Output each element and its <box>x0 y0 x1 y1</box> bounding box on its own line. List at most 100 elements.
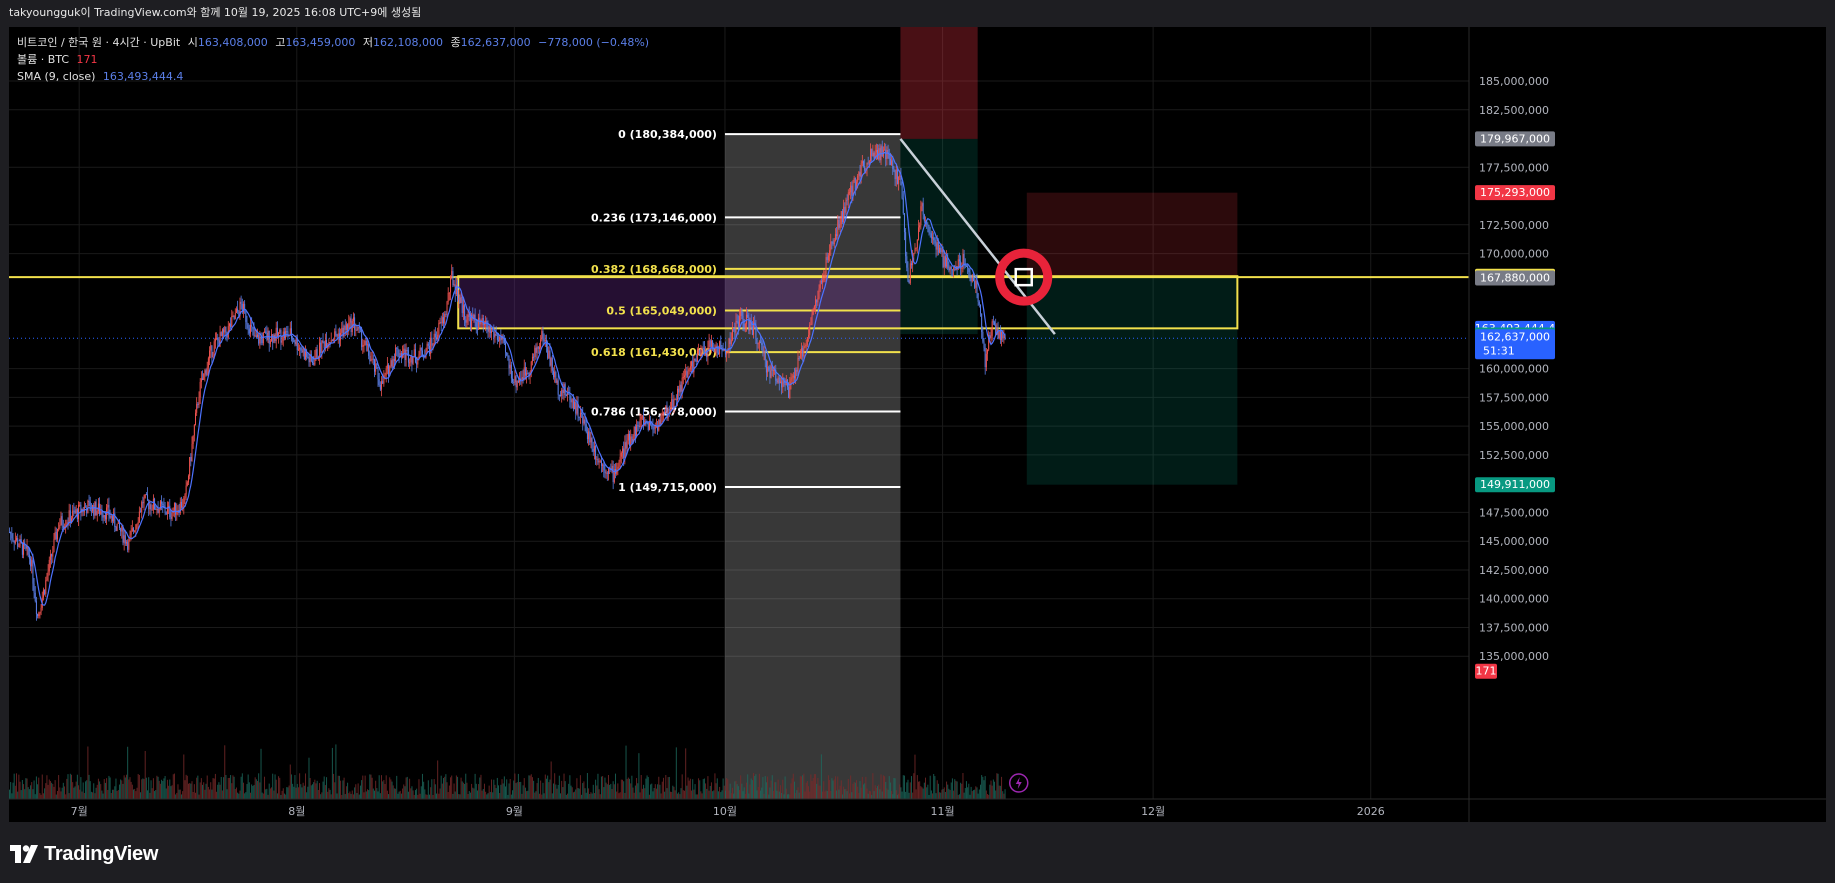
candle-body <box>324 340 326 349</box>
candle-body <box>111 516 113 522</box>
candle-body <box>950 266 952 270</box>
volume-bar <box>859 781 861 799</box>
volume-bar <box>665 775 667 799</box>
volume-bar <box>561 780 563 799</box>
candle-body <box>618 461 620 467</box>
volume-bar <box>51 782 53 799</box>
candle-body <box>175 502 177 515</box>
candle-body <box>176 510 178 515</box>
volume-bar <box>420 786 422 799</box>
volume-bar <box>333 773 335 799</box>
candle-body <box>136 524 138 526</box>
volume-bar <box>198 794 200 799</box>
volume-bar <box>547 775 549 799</box>
volume-bar <box>882 775 884 799</box>
candle-body <box>418 354 420 360</box>
volume-bar <box>313 782 315 799</box>
screenshot-caption-bar: takyoungguk이 TradingView.com와 함께 10월 19,… <box>0 0 1835 26</box>
candle-body <box>901 185 903 199</box>
volume-bar <box>13 773 15 799</box>
volume-bar <box>789 794 791 799</box>
volume-bar <box>936 780 938 799</box>
volume-bar <box>805 782 807 799</box>
volume-bar <box>150 780 152 799</box>
volume-bar <box>694 784 696 799</box>
candle-body <box>870 148 872 161</box>
candle-body <box>31 560 33 567</box>
volume-bar <box>701 793 703 799</box>
candle-body <box>817 298 819 303</box>
candle-body <box>506 352 508 356</box>
candle-body <box>749 320 751 331</box>
volume-label: 볼륨 · BTC <box>17 53 70 66</box>
volume-bar <box>259 782 261 799</box>
candle-body <box>233 315 235 319</box>
volume-bar <box>450 777 452 799</box>
volume-bar <box>372 788 374 799</box>
candle-body <box>295 338 297 345</box>
volume-bar <box>185 774 187 799</box>
candle-body <box>133 528 135 532</box>
volume-bar <box>558 775 560 799</box>
volume-row[interactable]: 볼륨 · BTC 171 <box>17 51 649 68</box>
volume-bar <box>128 779 130 799</box>
volume-bar <box>569 775 571 799</box>
candle-body <box>471 314 473 328</box>
volume-bar <box>475 783 477 799</box>
candle-body <box>520 378 522 381</box>
candle-body <box>290 328 292 339</box>
candle-body <box>376 363 378 369</box>
candle-body <box>932 237 934 239</box>
candle-body <box>776 380 778 383</box>
change-value: −778,000 (−0.48%) <box>538 36 650 49</box>
candle-body <box>679 384 681 393</box>
candle-body <box>734 328 736 333</box>
volume-bar <box>12 782 14 799</box>
candle-body <box>666 405 668 419</box>
candle-body <box>382 381 384 384</box>
volume-bar <box>872 773 874 799</box>
volume-bar <box>97 778 99 799</box>
volume-bar <box>664 791 666 799</box>
candle-body <box>207 358 209 368</box>
candle-body <box>795 370 797 379</box>
candle-body <box>363 344 365 346</box>
volume-bar <box>96 784 98 799</box>
candle-body <box>622 448 624 453</box>
candle-body <box>323 341 325 349</box>
volume-bar <box>588 788 590 799</box>
candle-body <box>316 349 318 359</box>
candle-body <box>159 501 161 509</box>
volume-bar <box>715 783 717 799</box>
candle-body <box>292 338 294 340</box>
volume-bar <box>970 786 972 799</box>
candle-body <box>797 357 799 372</box>
volume-bar <box>63 786 65 799</box>
symbol-title[interactable]: 비트코인 / 한국 원 · 4시간 · UpBit <box>17 36 181 49</box>
candle-body <box>499 336 501 341</box>
volume-bar <box>362 775 364 799</box>
price-chart[interactable]: 0 (180,384,000)0.236 (173,146,000)0.382 … <box>9 27 1826 822</box>
volume-bar <box>59 787 61 799</box>
volume-bar <box>955 780 957 799</box>
volume-bar <box>324 785 326 799</box>
candle-body <box>534 347 536 357</box>
volume-bar <box>69 773 71 799</box>
sma-row[interactable]: SMA (9, close) 163,493,444.4 <box>17 68 649 85</box>
symbol-row: 비트코인 / 한국 원 · 4시간 · UpBit 시163,408,000 고… <box>17 34 649 51</box>
volume-bar <box>942 789 944 799</box>
candle-body <box>983 341 985 348</box>
volume-bar <box>340 780 342 799</box>
chart-area[interactable]: 0 (180,384,000) 0.236 (173,146,000) 0.382 … <box>9 27 1826 822</box>
tradingview-logo[interactable]: TradingView <box>10 843 158 865</box>
candle-body <box>393 358 395 362</box>
volume-bar <box>295 787 297 799</box>
chart-legend: 비트코인 / 한국 원 · 4시간 · UpBit 시163,408,000 고… <box>17 34 649 85</box>
candle-body <box>994 322 996 325</box>
candle-body <box>145 494 147 496</box>
volume-bar <box>668 776 670 799</box>
candle-body <box>503 339 505 343</box>
candle-body <box>782 377 784 388</box>
volume-bar <box>288 785 290 799</box>
volume-bar <box>336 793 338 799</box>
